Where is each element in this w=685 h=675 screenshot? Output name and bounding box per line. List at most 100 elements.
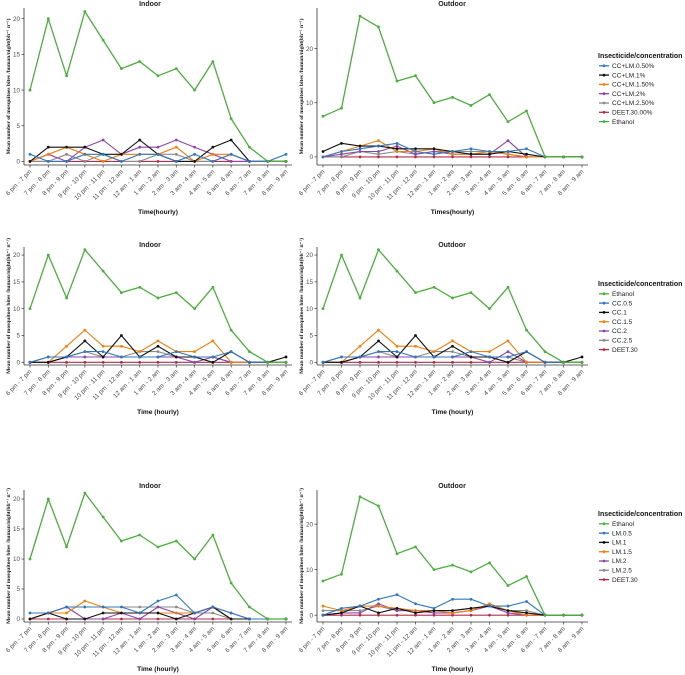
data-point	[120, 160, 123, 163]
data-point	[432, 355, 436, 359]
data-point	[193, 152, 196, 156]
data-point	[101, 617, 105, 621]
data-point	[451, 155, 454, 159]
data-point	[211, 355, 215, 359]
data-point	[340, 613, 343, 617]
data-point	[83, 10, 87, 13]
data-point	[174, 539, 178, 543]
legend-swatch-point	[602, 311, 606, 314]
y-tick-label: 20	[306, 521, 314, 528]
data-point	[138, 350, 142, 353]
data-point	[562, 360, 565, 364]
data-point	[414, 355, 417, 359]
data-point	[101, 350, 105, 353]
data-point	[211, 339, 215, 343]
y-tick-label: 0	[16, 360, 20, 367]
data-point	[321, 150, 325, 153]
data-point	[193, 350, 196, 353]
data-point	[432, 611, 436, 615]
data-point	[488, 355, 491, 359]
legend-swatch-point	[602, 338, 606, 342]
data-point	[156, 152, 160, 156]
data-point	[377, 604, 380, 608]
x-axis-title: Time(hourly)	[138, 209, 178, 216]
data-point	[83, 599, 87, 603]
data-point	[101, 355, 105, 359]
data-point	[488, 604, 491, 608]
data-point	[469, 150, 473, 153]
data-point	[120, 617, 123, 621]
data-point	[395, 360, 399, 364]
legend-item-label: Ethanol	[612, 291, 635, 298]
y-tick-label: 20	[13, 252, 21, 259]
legend-swatch-point	[602, 120, 606, 123]
data-point	[83, 360, 87, 364]
data-point	[211, 152, 215, 156]
legend-swatch-point	[602, 568, 606, 572]
data-point	[377, 155, 380, 159]
data-point	[101, 38, 105, 42]
data-point	[266, 617, 270, 621]
data-point	[120, 539, 123, 543]
data-point	[488, 561, 491, 565]
data-point	[451, 609, 454, 613]
data-point	[525, 611, 528, 615]
data-point	[46, 152, 50, 156]
data-point	[580, 155, 584, 159]
data-point	[229, 328, 233, 332]
data-point	[506, 613, 510, 617]
data-point	[193, 355, 196, 359]
data-point	[395, 155, 399, 159]
data-point	[525, 575, 528, 578]
data-point	[46, 160, 50, 163]
data-point	[358, 344, 362, 348]
data-point	[46, 611, 50, 615]
data-point	[358, 14, 362, 18]
data-point	[488, 307, 491, 311]
data-point	[138, 611, 142, 615]
data-point	[211, 533, 215, 537]
data-point	[156, 611, 160, 615]
data-point	[377, 25, 380, 29]
data-point	[101, 152, 105, 156]
panel-title: Outdoor	[438, 242, 466, 249]
data-point	[506, 609, 510, 613]
data-point	[120, 152, 123, 156]
data-point	[340, 609, 343, 613]
legend-item-label: DEET.30	[612, 347, 638, 354]
legend-item-label: CC+LM.0.50%	[612, 63, 655, 70]
y-tick-label: 5	[309, 333, 313, 340]
legend-item-label: LM.1	[612, 540, 627, 547]
legend-item-label: CC+LM.1%	[612, 72, 646, 79]
data-point	[340, 150, 343, 153]
y-tick-label: 15	[13, 52, 21, 59]
data-point	[156, 344, 160, 348]
data-point	[284, 355, 288, 359]
data-point	[174, 291, 178, 294]
data-point	[340, 572, 343, 576]
series-line-ethanol	[322, 496, 582, 616]
data-point	[174, 152, 178, 156]
x-axis-title: Times(hourly)	[431, 209, 474, 216]
y-axis-title: Mean number of mosquitoes bites /human/n…	[5, 18, 12, 154]
series-line-ethanol	[322, 15, 582, 158]
data-point	[65, 344, 68, 348]
data-point	[395, 150, 399, 153]
data-point	[138, 533, 142, 537]
data-point	[229, 117, 233, 121]
legend-swatch-point	[602, 73, 606, 77]
data-point	[83, 145, 87, 149]
data-point	[174, 593, 178, 597]
data-point	[451, 152, 454, 156]
y-tick-label: 10	[13, 306, 21, 313]
data-point	[377, 613, 380, 617]
data-point	[340, 141, 343, 145]
data-point	[120, 355, 123, 359]
data-point	[340, 355, 343, 359]
data-point	[358, 360, 362, 364]
data-point	[65, 617, 68, 621]
x-axis-title: Time (hourly)	[432, 409, 474, 416]
legend-swatch-point	[602, 329, 606, 333]
